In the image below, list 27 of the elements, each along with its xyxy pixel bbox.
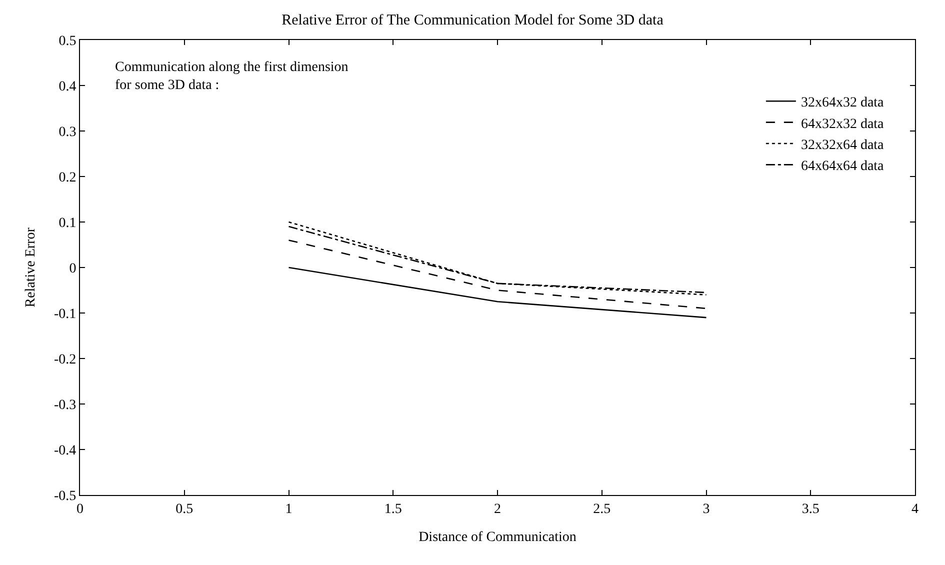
legend-label: 64x32x32 data [800, 116, 885, 132]
y-tick-label: 0.3 [58, 124, 76, 140]
y-tick-label: 0.4 [58, 79, 76, 94]
legend-label: 32x64x32 data [800, 96, 885, 111]
y-tick-label: -0.1 [54, 306, 76, 322]
x-tick-label: 3 [702, 502, 710, 517]
x-axis-title: Distance of Communication [418, 530, 576, 546]
y-tick-label: -0.5 [54, 488, 76, 504]
x-tick-label: 2 [494, 502, 501, 517]
annotation: Communication along the first dimension for some 3D data : [115, 60, 348, 94]
legend-label: 64x64x64 data [800, 159, 885, 174]
y-tick-label: -0.3 [54, 398, 76, 413]
legend-label: 32x32x64 data [800, 138, 885, 153]
x-tick-label: 4 [912, 502, 918, 517]
y-axis-title: Relative Error [24, 227, 39, 308]
x-tick-label: 0.5 [176, 502, 194, 517]
x-tick-label: 2.5 [593, 502, 611, 517]
y-tick-label: -0.4 [54, 443, 76, 458]
chart-title: Relative Error of The Communication Model for Some 3D data [282, 12, 664, 29]
x-tick-label: 3.5 [802, 502, 820, 517]
y-tick-label: 0.2 [58, 170, 76, 186]
y-tick-label: 0.5 [58, 34, 76, 49]
y-tick-label: -0.2 [54, 352, 76, 368]
y-tick-label: 0.1 [58, 216, 76, 231]
x-tick-label: 1.5 [384, 502, 402, 517]
x-tick-label: 1 [285, 502, 292, 517]
y-tick-label: 0 [69, 261, 76, 276]
